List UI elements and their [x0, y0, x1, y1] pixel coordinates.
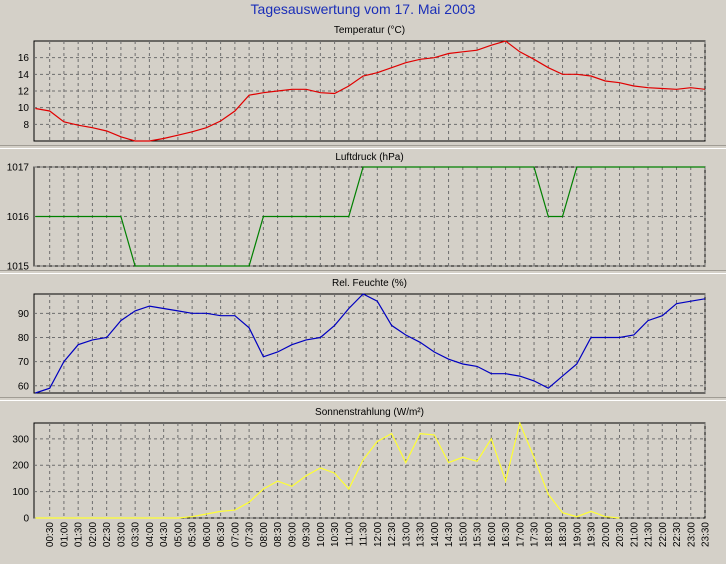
x-tick-label: 10:30 [330, 522, 341, 547]
panel-divider-1 [0, 145, 726, 149]
x-tick-label: 09:00 [287, 522, 298, 547]
chart-title: Sonnenstrahlung (W/m²) [315, 407, 424, 418]
x-tick-label: 16:30 [501, 522, 512, 547]
y-tick-label: 1015 [7, 262, 30, 273]
x-tick-label: 20:00 [601, 522, 612, 547]
x-tick-label: 04:00 [145, 522, 156, 547]
plot-area [33, 293, 706, 394]
x-tick-label: 11:30 [359, 522, 370, 547]
x-tick-label: 13:30 [416, 522, 427, 547]
y-tick-label: 80 [18, 333, 30, 344]
x-tick-label: 08:00 [259, 522, 270, 547]
x-tick-label: 23:30 [701, 522, 712, 547]
x-tick-label: 03:00 [116, 522, 127, 547]
chart-title: Temperatur (°C) [334, 25, 405, 36]
y-tick-label: 10 [18, 103, 30, 114]
y-tick-label: 12 [18, 87, 30, 98]
x-tick-label: 19:30 [587, 522, 598, 547]
x-tick-label: 18:30 [558, 522, 569, 547]
x-tick-label: 19:00 [572, 522, 583, 547]
y-tick-label: 70 [18, 357, 30, 368]
x-tick-label: 10:00 [316, 522, 327, 547]
x-tick-label: 22:30 [672, 522, 683, 547]
x-tick-label: 05:00 [173, 522, 184, 547]
x-tick-label: 06:00 [202, 522, 213, 547]
x-tick-label: 14:30 [444, 522, 455, 547]
chart-panel-2: 1015 1016 1017 Luftdruck (hPa) [7, 152, 706, 273]
x-tick-label: 08:30 [273, 522, 284, 547]
x-tick-label: 04:30 [159, 522, 170, 547]
y-tick-label: 14 [18, 70, 30, 81]
chart-title: Rel. Feuchte (%) [332, 278, 407, 289]
x-axis-labels: 00:30 01:00 01:30 02:00 02:30 03:00 03:30 04:00… [45, 522, 711, 548]
x-tick-label: 12:30 [387, 522, 398, 547]
x-tick-label: 13:00 [401, 522, 412, 547]
x-tick-label: 07:30 [245, 522, 256, 547]
page-title: Tagesauswertung vom 17. Mai 2003 [250, 1, 476, 17]
x-tick-label: 12:00 [373, 522, 384, 547]
y-tick-label: 200 [12, 461, 29, 472]
y-tick-label: 60 [18, 381, 30, 392]
x-tick-label: 17:00 [515, 522, 526, 547]
y-tick-label: 1017 [7, 163, 30, 174]
x-tick-label: 02:30 [102, 522, 113, 547]
x-tick-label: 01:30 [74, 522, 85, 547]
y-tick-label: 100 [12, 487, 29, 498]
x-tick-label: 03:30 [131, 522, 142, 547]
x-tick-label: 05:30 [188, 522, 199, 547]
x-tick-label: 14:00 [430, 522, 441, 547]
y-tick-label: 90 [18, 309, 30, 320]
x-tick-label: 15:30 [473, 522, 484, 547]
y-tick-label: 16 [18, 53, 30, 64]
panel-divider-3 [0, 397, 726, 401]
chart-title: Luftdruck (hPa) [335, 152, 403, 163]
x-tick-label: 09:30 [302, 522, 313, 547]
x-tick-label: 15:00 [458, 522, 469, 547]
series-line [35, 422, 620, 519]
series-line [35, 166, 705, 267]
x-tick-label: 06:30 [216, 522, 227, 547]
x-tick-label: 16:00 [487, 522, 498, 547]
chart-panel-3: 60 70 80 90 Rel. Feuchte (%) [18, 278, 706, 394]
x-tick-label: 21:00 [629, 522, 640, 547]
y-tick-label: 1016 [7, 212, 30, 223]
x-tick-label: 00:30 [45, 522, 56, 547]
panel-divider-2 [0, 270, 726, 274]
chart-panel-4: 0 100 200 300 Sonnenstrahlung (W/m²) [12, 407, 706, 525]
x-tick-label: 23:00 [686, 522, 697, 547]
x-tick-label: 11:00 [344, 522, 355, 547]
x-tick-label: 22:00 [658, 522, 669, 547]
x-tick-label: 07:00 [230, 522, 241, 547]
x-tick-label: 17:30 [530, 522, 541, 547]
x-tick-label: 21:30 [644, 522, 655, 547]
y-tick-label: 0 [23, 514, 29, 525]
y-tick-label: 300 [12, 434, 29, 445]
y-tick-label: 8 [23, 120, 29, 131]
series-line [35, 293, 705, 394]
chart-panel-1: 8 10 12 14 16 Temperatur (°C) [18, 25, 706, 142]
x-tick-label: 18:00 [544, 522, 555, 547]
x-tick-label: 01:00 [59, 522, 70, 547]
x-tick-label: 20:30 [615, 522, 626, 547]
series-line [35, 40, 705, 142]
x-tick-label: 02:00 [88, 522, 99, 547]
